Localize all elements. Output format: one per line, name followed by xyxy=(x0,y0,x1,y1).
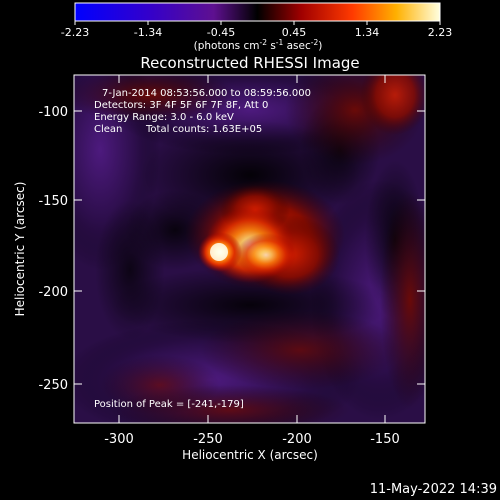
peak-position-label: Position of Peak = [-241,-179] xyxy=(94,399,244,410)
axis-ticks xyxy=(74,75,425,423)
rhessi-image xyxy=(74,75,425,423)
time-range-label: 7-Jan-2014 08:53:56.000 to 08:59:56.000 xyxy=(102,88,311,99)
image-title: Reconstructed RHESSI Image xyxy=(140,54,359,72)
method-label: Clean xyxy=(94,124,122,135)
colorbar-tick-label: 0.45 xyxy=(282,26,307,39)
x-axis-title: Heliocentric X (arcsec) xyxy=(182,448,318,462)
x-tick-labels: -300 -250 -200 -150 xyxy=(104,432,400,447)
x-tick-label: -300 xyxy=(104,432,134,447)
y-axis-title: Heliocentric Y (arcsec) xyxy=(13,182,27,317)
x-tick-label: -250 xyxy=(193,432,223,447)
render-timestamp: 11-May-2022 14:39 xyxy=(370,482,497,497)
total-counts-label: Total counts: 1.63E+05 xyxy=(145,124,262,135)
y-tick-labels: -100 -150 -200 -250 xyxy=(38,105,68,393)
x-tick-label: -150 xyxy=(370,432,400,447)
image-annotations: 7-Jan-2014 08:53:56.000 to 08:59:56.000 … xyxy=(94,88,311,410)
detectors-label: Detectors: 3F 4F 5F 6F 7F 8F, Att 0 xyxy=(94,100,268,111)
colorbar-tick-labels: -2.23 -1.34 -0.45 0.45 1.34 2.23 xyxy=(61,26,452,39)
plot-frame xyxy=(73,74,426,424)
colorbar-tick-label: -0.45 xyxy=(207,26,235,39)
colorbar-tick-label: -2.23 xyxy=(61,26,89,39)
colorbar-units: (photons cm-2 s-1 asec-2) xyxy=(194,38,323,52)
x-tick-label: -200 xyxy=(282,432,312,447)
y-tick-label: -200 xyxy=(38,285,68,300)
y-tick-label: -250 xyxy=(38,378,68,393)
y-tick-label: -150 xyxy=(38,194,68,209)
colorbar xyxy=(74,2,441,22)
y-tick-label: -100 xyxy=(38,105,68,120)
energy-range-label: Energy Range: 3.0 - 6.0 keV xyxy=(94,112,234,123)
colorbar-tick-label: 1.34 xyxy=(355,26,380,39)
colorbar-ticks xyxy=(74,21,441,25)
colorbar-tick-label: -1.34 xyxy=(134,26,162,39)
colorbar-tick-label: 2.23 xyxy=(428,26,453,39)
